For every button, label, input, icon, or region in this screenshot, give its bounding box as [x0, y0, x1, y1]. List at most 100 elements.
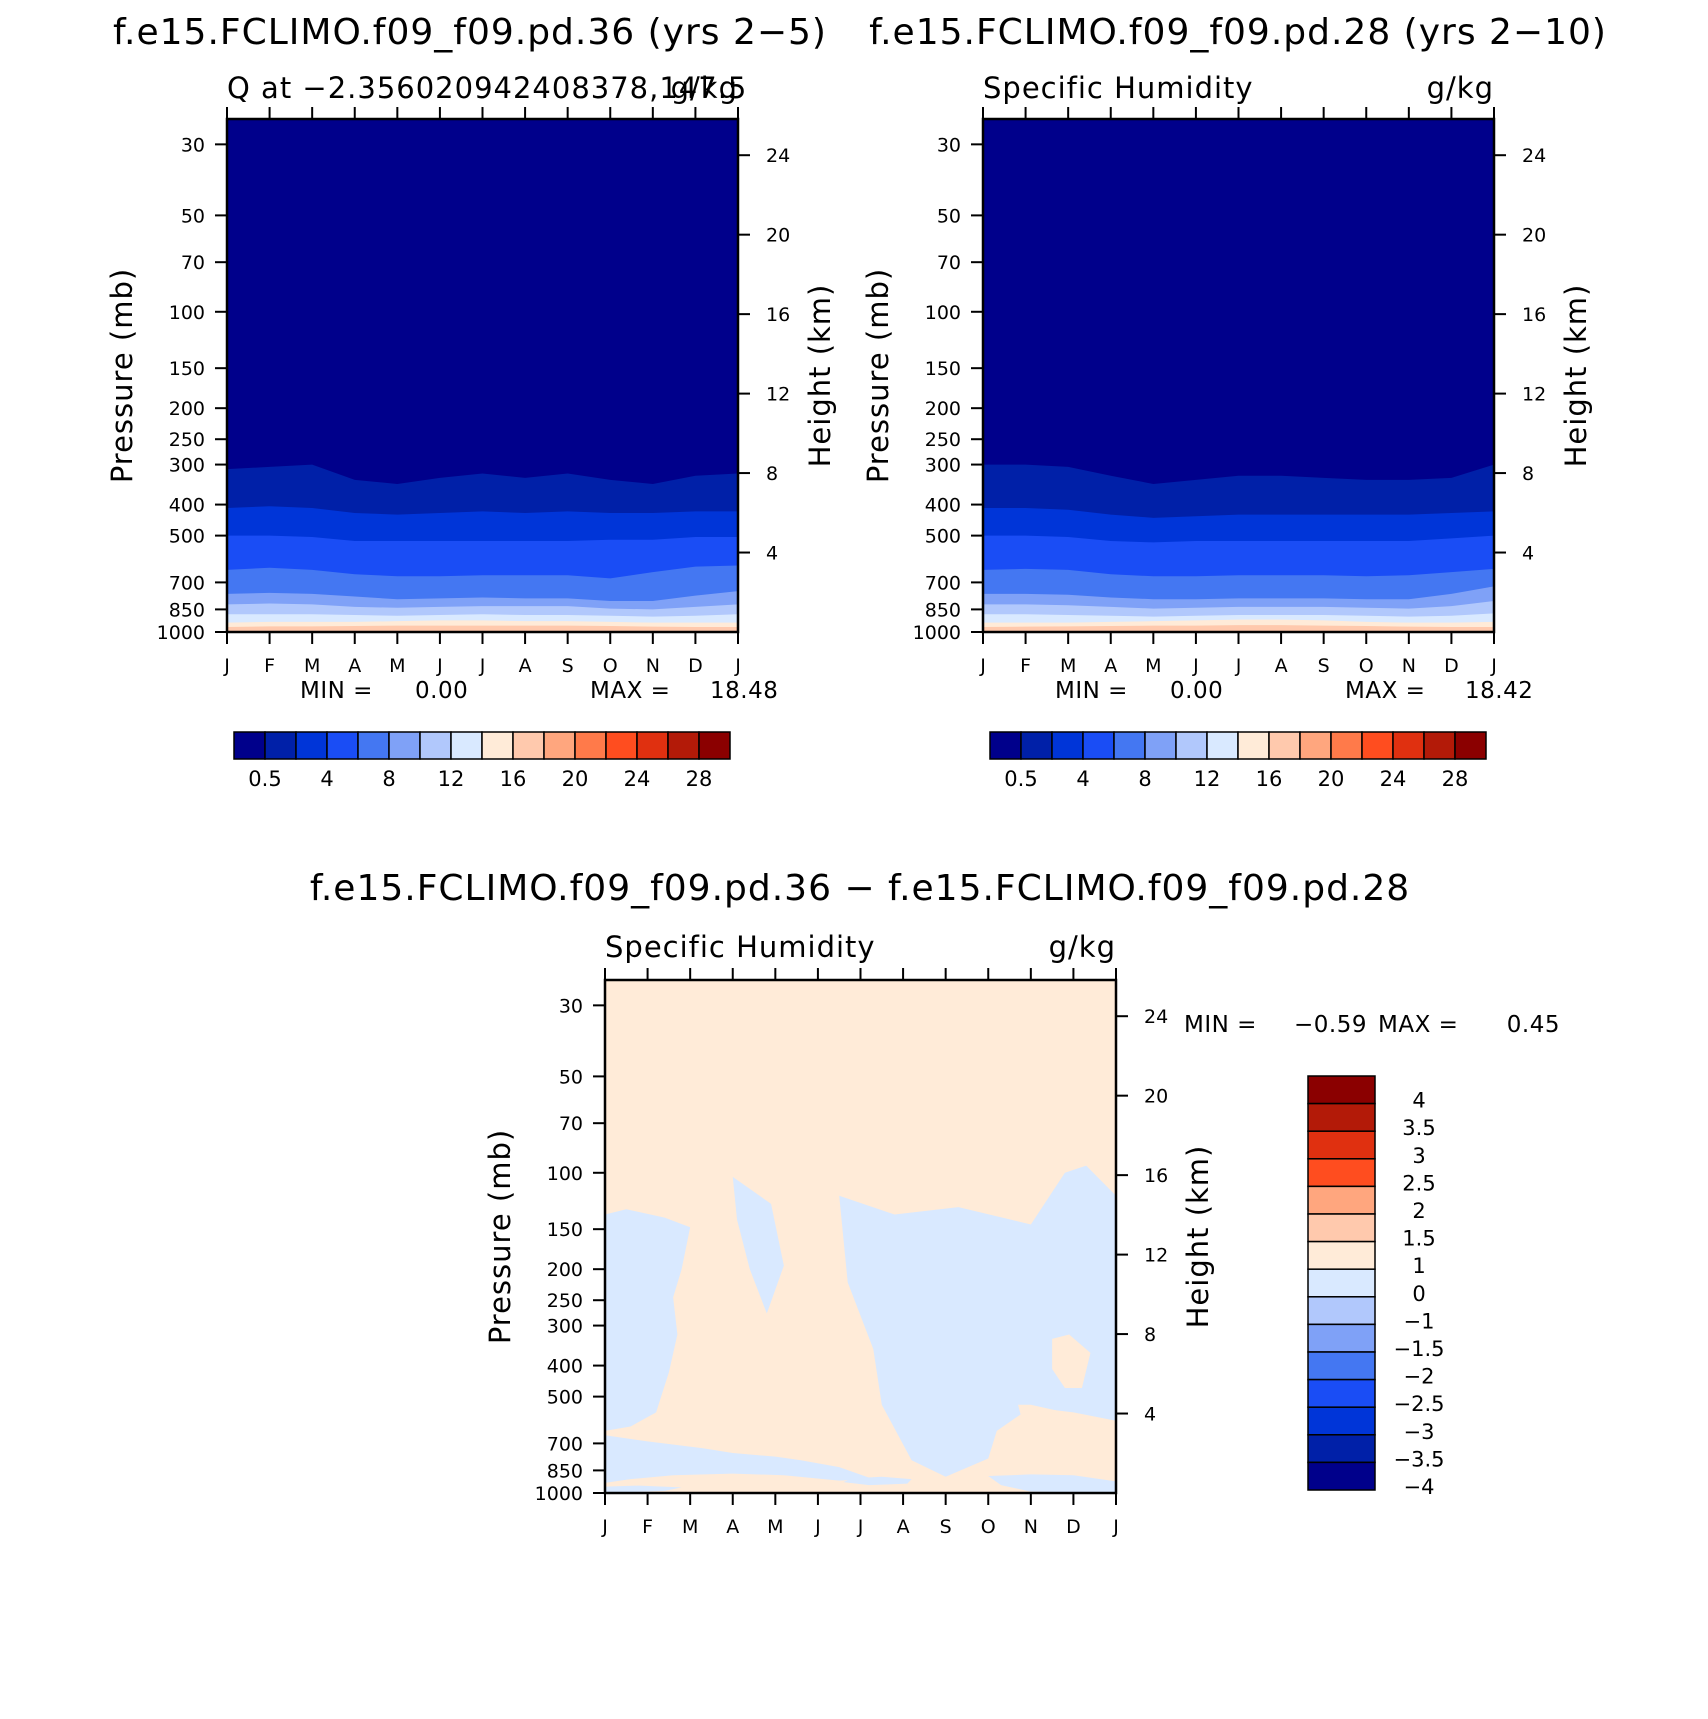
y-tick-label: 50 — [937, 205, 961, 227]
colorbar-label: 20 — [1318, 767, 1345, 791]
y-tick-label: 70 — [937, 252, 961, 274]
contour-region — [605, 1209, 691, 1431]
contour-region — [1018, 1404, 1116, 1440]
panel-units-label: g/kg — [1427, 71, 1494, 105]
x-tick-label: M — [767, 1516, 783, 1538]
min-label: MIN = — [1184, 1012, 1257, 1038]
y-right-tick-label: 20 — [1522, 225, 1546, 247]
y-right-axis-label: Height (km) — [803, 284, 837, 468]
contour-field — [983, 119, 1494, 632]
y-tick-label: 150 — [925, 358, 961, 380]
x-tick-label: M — [304, 655, 320, 677]
y-tick-label: 1000 — [913, 622, 961, 644]
x-tick-label: A — [897, 1516, 910, 1538]
y-tick-label: 500 — [925, 526, 961, 548]
x-tick-label: N — [1024, 1516, 1038, 1538]
colorbar-swatch — [605, 731, 638, 760]
colorbar-label: 12 — [438, 767, 465, 791]
colorbar-swatch — [388, 731, 421, 760]
colorbar-swatch — [1392, 731, 1425, 760]
colorbar-label: 12 — [1194, 767, 1221, 791]
contour-region — [605, 1485, 682, 1493]
min-value: 0.00 — [1170, 678, 1223, 704]
y-tick-label: 150 — [547, 1219, 583, 1241]
colorbar-swatch — [1307, 1075, 1376, 1105]
colorbar-swatch — [1307, 1378, 1376, 1408]
x-tick-label: J — [1112, 1516, 1119, 1538]
y-right-tick-label: 8 — [766, 463, 778, 485]
colorbar-label: 4 — [1412, 1089, 1425, 1113]
y-tick-label: 300 — [169, 455, 205, 477]
max-label: MAX = — [1345, 678, 1425, 704]
y-tick-label: 250 — [925, 429, 961, 451]
x-tick-label: O — [1359, 655, 1374, 677]
x-tick-label: M — [682, 1516, 698, 1538]
max-value: 0.45 — [1507, 1012, 1560, 1038]
colorbar-swatch — [419, 731, 452, 760]
min-value: 0.00 — [415, 678, 468, 704]
panel-left-label: Q at −2.356020942408378,147.5 — [227, 71, 747, 105]
contour-region — [605, 1435, 874, 1483]
colorbar-label: 28 — [1442, 767, 1469, 791]
y-tick-label: 30 — [937, 134, 961, 156]
colorbar-swatch — [636, 731, 669, 760]
colorbar-swatch — [1307, 1185, 1376, 1215]
colorbar-swatch — [1307, 1213, 1376, 1243]
x-tick-label: F — [642, 1516, 653, 1538]
colorbar-label: 8 — [382, 767, 395, 791]
colorbar-label: 24 — [1380, 767, 1407, 791]
colorbar: 4 3.5 3 2.5 2 1.5 1 0 −1 −1.5 −2 −2.5 −3 −3.5 −4 — [1307, 1075, 1445, 1499]
y-right-tick-label: 24 — [1522, 145, 1546, 167]
colorbar-swatch — [1051, 731, 1084, 760]
colorbar-label: 0 — [1412, 1282, 1425, 1306]
y-right-tick-label: 4 — [1144, 1404, 1156, 1426]
y-tick-label: 1000 — [535, 1483, 583, 1505]
x-tick-label: A — [1104, 655, 1117, 677]
max-value: 18.48 — [710, 678, 778, 704]
x-tick-label: D — [1444, 655, 1459, 677]
colorbar-swatch — [1307, 1296, 1376, 1326]
colorbar: 0.5 4 8 12 16 20 24 28 — [989, 731, 1487, 791]
y-right-tick-label: 16 — [1144, 1165, 1168, 1187]
colorbar-swatch — [1307, 1158, 1376, 1188]
contour-region — [988, 1474, 1116, 1493]
colorbar-label: 3 — [1412, 1144, 1425, 1168]
x-tick-label: A — [726, 1516, 739, 1538]
y-tick-label: 400 — [169, 495, 205, 517]
colorbar-swatch — [1307, 1130, 1376, 1160]
y-right-tick-label: 4 — [766, 543, 778, 565]
colorbar-label: −3.5 — [1394, 1447, 1445, 1471]
colorbar-swatch — [1307, 1351, 1376, 1381]
x-tick-label: F — [1020, 655, 1031, 677]
x-tick-label: A — [1275, 655, 1288, 677]
contour-field — [227, 119, 738, 632]
panel-p1: f.e15.FCLIMO.f09_f09.pd.36 (yrs 2−5) Q at… — [105, 12, 837, 791]
colorbar-label: 16 — [500, 767, 527, 791]
x-tick-label: J — [1490, 655, 1497, 677]
x-tick-label: J — [734, 655, 741, 677]
colorbar-swatch — [1175, 731, 1208, 760]
x-tick-label: M — [1060, 655, 1076, 677]
y-right-axis-label: Height (km) — [1181, 1145, 1215, 1329]
contour-field — [605, 980, 1116, 1493]
panel-left-label: Specific Humidity — [605, 930, 876, 964]
colorbar-swatch — [1307, 1240, 1376, 1270]
x-tick-label: N — [1402, 655, 1416, 677]
colorbar-label: −2 — [1404, 1365, 1435, 1389]
x-tick-label: D — [1066, 1516, 1081, 1538]
colorbar-swatch — [357, 731, 390, 760]
y-right-tick-label: 12 — [1144, 1245, 1168, 1267]
y-tick-label: 100 — [169, 302, 205, 324]
y-tick-label: 300 — [925, 455, 961, 477]
x-tick-label: D — [688, 655, 703, 677]
x-tick-label: N — [646, 655, 660, 677]
colorbar-swatch — [450, 731, 483, 760]
y-right-tick-label: 8 — [1144, 1324, 1156, 1346]
x-tick-label: A — [519, 655, 532, 677]
y-tick-label: 1000 — [157, 622, 205, 644]
y-axis-label: Pressure (mb) — [861, 268, 895, 483]
colorbar-label: 4 — [320, 767, 333, 791]
y-tick-label: 850 — [925, 599, 961, 621]
y-tick-label: 500 — [547, 1387, 583, 1409]
